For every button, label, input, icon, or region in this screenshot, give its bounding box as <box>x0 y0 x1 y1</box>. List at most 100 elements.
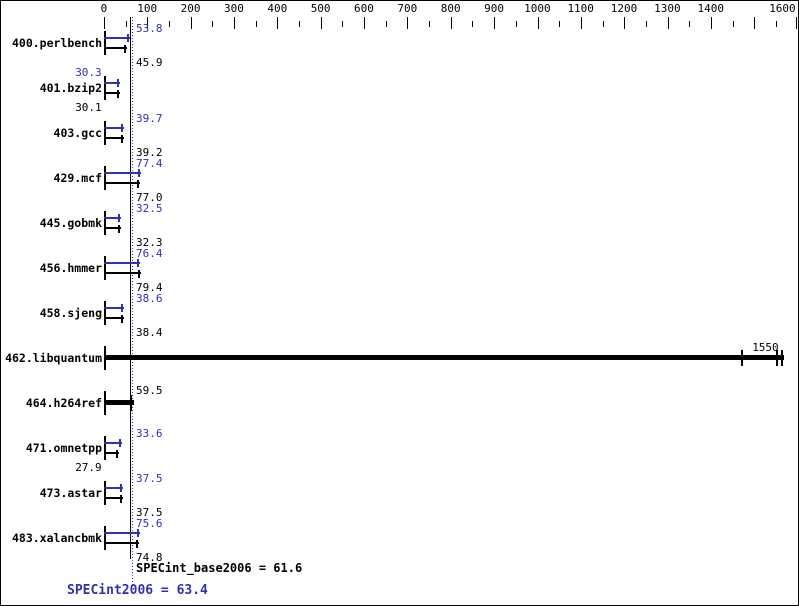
axis-minor-tick <box>342 21 344 27</box>
base-bar <box>104 317 124 319</box>
benchmark-label: 462.libquantum <box>5 351 102 365</box>
base-bar <box>104 137 124 139</box>
axis-major-tick <box>667 17 669 29</box>
bar-end-cap <box>741 350 743 366</box>
bar-start-bracket <box>104 166 106 190</box>
benchmark-label: 429.mcf <box>53 171 102 185</box>
axis-minor-tick <box>472 21 474 27</box>
base-bar <box>104 182 141 184</box>
bar-start-bracket <box>104 76 106 100</box>
axis-major-tick <box>364 17 366 29</box>
peak-bar-end-cap <box>137 529 139 537</box>
axis-minor-tick <box>775 21 777 27</box>
base-bar <box>104 272 142 274</box>
axis-minor-tick <box>559 21 561 27</box>
axis-major-tick <box>580 17 582 29</box>
axis-major-tick <box>104 17 105 29</box>
specint-peak-summary-text: SPECint2006 = 63.4 <box>67 583 208 598</box>
peak-bar-end-cap <box>117 79 119 87</box>
axis-tick-label: 1000 <box>524 2 551 15</box>
axis-minor-tick <box>385 21 387 27</box>
base-bar-end-cap <box>136 540 138 548</box>
bar-value-label: 59.5 <box>136 384 163 397</box>
bar-start-bracket <box>104 211 106 235</box>
axis-major-tick <box>277 17 279 29</box>
bar-start-bracket <box>104 31 106 55</box>
bar-value-label: 30.1 <box>75 101 102 114</box>
axis-major-tick <box>450 17 452 29</box>
benchmark-label: 456.hmmer <box>39 261 102 275</box>
bar-value-label: 39.7 <box>136 112 163 125</box>
axis-tick-label: 0 <box>100 2 108 15</box>
axis-minor-tick <box>212 21 214 27</box>
bar-value-label: 77.4 <box>136 157 163 170</box>
peak-bar <box>104 127 125 129</box>
bar-value-label: 76.4 <box>136 247 163 260</box>
bar-value-label: 75.6 <box>136 517 163 530</box>
bar-value-label: 38.4 <box>136 326 163 339</box>
axis-major-tick <box>190 17 192 29</box>
benchmark-label: 400.perlbench <box>11 36 102 50</box>
benchmark-label: 445.gobmk <box>39 216 102 230</box>
axis-tick-label: 400 <box>267 2 288 15</box>
peak-bar-end-cap <box>121 304 123 312</box>
axis-minor-tick <box>429 21 431 27</box>
peak-mean-line <box>132 17 133 585</box>
base-bar <box>104 542 140 544</box>
bar-value-label: 39.2 <box>136 146 163 159</box>
axis-tick-label: 200 <box>180 2 201 15</box>
bar-value-label: 37.5 <box>136 472 163 485</box>
peak-bar <box>104 307 124 309</box>
bar-start-bracket <box>104 436 106 460</box>
base-bar <box>104 497 124 499</box>
bar-value-label: 38.6 <box>136 292 163 305</box>
bar-start-bracket <box>104 121 106 145</box>
bar-value-label: 77.0 <box>136 191 163 204</box>
axis-major-tick <box>754 17 756 29</box>
base-bar <box>104 92 121 94</box>
peak-bar <box>104 82 121 84</box>
bar-end-cap <box>130 395 132 411</box>
base-bar <box>104 452 120 454</box>
bar-value-label: 32.3 <box>136 236 163 249</box>
base-bar-end-cap <box>117 90 119 98</box>
bar-value-label: 79.4 <box>136 281 163 294</box>
bar-value-label: 30.3 <box>75 66 102 79</box>
peak-bar <box>104 487 124 489</box>
peak-bar-end-cap <box>138 169 140 177</box>
axis-tick-label: 800 <box>440 2 461 15</box>
axis-tick-label: 1600 <box>769 2 796 15</box>
axis-tick-label: 1100 <box>567 2 594 15</box>
merged-bar <box>104 355 785 360</box>
bar-value-label: 1550 <box>752 341 779 354</box>
axis-tick-label: 1200 <box>610 2 638 15</box>
base-bar-end-cap <box>116 450 118 458</box>
base-bar <box>104 47 127 49</box>
axis-minor-tick <box>515 21 517 27</box>
axis-major-tick <box>537 17 539 29</box>
axis-minor-tick <box>125 21 127 27</box>
bar-value-label: 53.8 <box>136 22 163 35</box>
axis-minor-tick <box>732 21 734 27</box>
bar-value-label: 45.9 <box>136 56 163 69</box>
benchmark-label: 473.astar <box>39 486 102 500</box>
benchmark-label: 483.xalancbmk <box>11 531 102 545</box>
axis-tick-label: 1400 <box>697 2 725 15</box>
bar-value-label: 27.9 <box>75 461 102 474</box>
benchmark-label: 458.sjeng <box>39 306 102 320</box>
axis-tick-label: 700 <box>397 2 418 15</box>
peak-bar <box>104 532 140 534</box>
bar-value-label: 33.6 <box>136 427 163 440</box>
base-bar <box>104 227 121 229</box>
bar-start-bracket <box>104 256 106 280</box>
specint-base-summary-text: SPECint_base2006 = 61.6 <box>136 561 303 575</box>
axis-minor-tick <box>645 21 647 27</box>
benchmark-label: 471.omnetpp <box>25 441 102 455</box>
bar-value-label: 74.8 <box>136 551 163 564</box>
axis-major-tick <box>796 17 797 29</box>
peak-bar-end-cap <box>118 214 120 222</box>
bar-value-label: 37.5 <box>136 506 163 519</box>
axis-minor-tick <box>602 21 604 27</box>
axis-minor-tick <box>299 21 301 27</box>
